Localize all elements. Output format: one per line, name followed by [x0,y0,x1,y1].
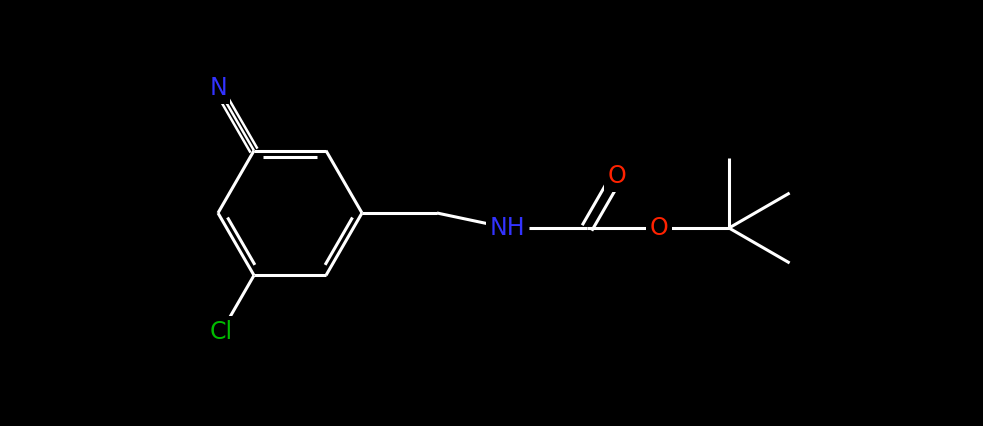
Text: Cl: Cl [210,320,233,344]
Text: O: O [607,164,626,188]
Text: O: O [650,216,668,240]
Text: N: N [209,76,227,100]
Text: NH: NH [490,216,525,240]
